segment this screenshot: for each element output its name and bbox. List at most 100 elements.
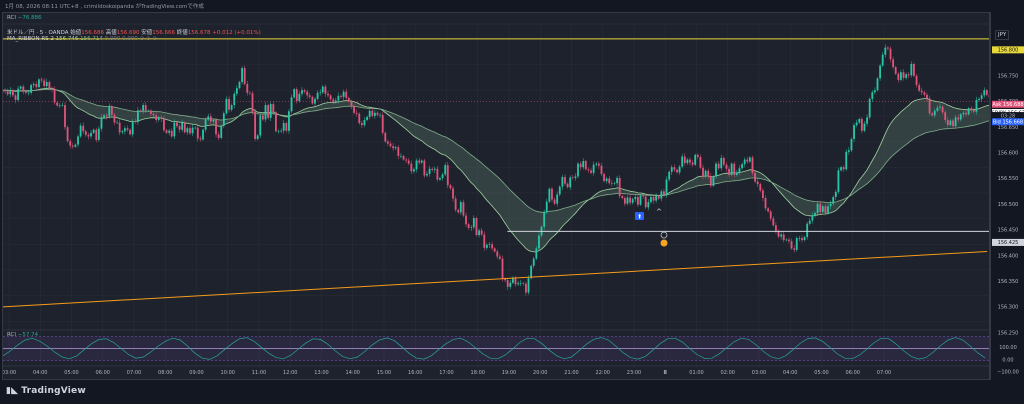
- candle-body: [230, 105, 233, 110]
- candle-body: [176, 122, 178, 127]
- candle-body: [834, 191, 837, 198]
- trend-line: [1, 250, 988, 308]
- candle-body: [545, 201, 548, 212]
- candle-body: [136, 110, 139, 123]
- candle-body: [876, 78, 879, 91]
- candle-body: [90, 132, 92, 137]
- candle-body: [51, 88, 53, 90]
- candle-body: [894, 67, 897, 74]
- candle-body: [342, 91, 345, 97]
- candle-body: [608, 178, 611, 184]
- candle-body: [730, 163, 733, 175]
- candle-body: [970, 108, 973, 111]
- candle-body: [900, 72, 902, 80]
- candle-body: [803, 237, 806, 241]
- price-tick-label: 156.500: [998, 202, 1019, 208]
- candle-body: [886, 47, 889, 49]
- candle-body: [155, 115, 158, 120]
- drawn-lines[interactable]: [1, 38, 989, 308]
- header-publisher-suffix: がTradingView.comで作成: [135, 4, 204, 10]
- candle-body: [665, 179, 668, 195]
- candle-body: [110, 106, 113, 115]
- candle-body: [496, 251, 499, 257]
- candle-body: [920, 90, 923, 93]
- candle-body: [694, 154, 697, 165]
- candle-body: [855, 122, 858, 126]
- candle-body: [759, 184, 762, 191]
- candle-body: [11, 90, 14, 96]
- candle-body: [704, 170, 707, 177]
- candle-body: [248, 92, 251, 94]
- candle-body: [410, 163, 413, 172]
- candle-body: [319, 92, 322, 93]
- candle-body: [884, 47, 887, 55]
- rci-tick-label: −100.00: [997, 369, 1019, 375]
- candle-body: [316, 92, 319, 99]
- candle-body: [160, 117, 163, 119]
- candle-body: [850, 138, 853, 151]
- candle-body: [842, 167, 845, 170]
- price-chart-svg[interactable]: 03:00 04:00 05:00 06:00 07:00 08:00 09:00 10:00…: [1, 13, 1024, 379]
- time-tick-label: 17:00: [439, 370, 453, 376]
- candle-body: [663, 191, 665, 195]
- candle-body: [45, 81, 48, 87]
- candle-body: [355, 112, 358, 114]
- candle-body: [756, 181, 759, 185]
- price-tick-label: 156.350: [998, 279, 1019, 285]
- rci-tick-label: 0.00: [1002, 357, 1013, 363]
- candle-body: [785, 239, 788, 241]
- price-axis[interactable]: 156.800156.750156.700156.650156.600156.5…: [988, 12, 1024, 380]
- rci-top-label: RCI −76.886: [7, 15, 42, 21]
- candle-body: [965, 112, 967, 115]
- candle-body: [121, 131, 124, 133]
- price-tag-countdown: 03:28: [1001, 113, 1015, 119]
- candle-body: [400, 155, 402, 157]
- time-tick-label: 12:00: [283, 370, 297, 376]
- candle-body: [311, 96, 314, 104]
- candle-body: [293, 89, 296, 98]
- candle-body: [462, 202, 465, 216]
- candle-body: [379, 114, 382, 116]
- time-tick-label: 09:00: [189, 370, 203, 376]
- candle-body: [126, 128, 129, 130]
- chart-pane[interactable]: 03:00 04:00 05:00 06:00 07:00 08:00 09:00 10:00…: [1, 12, 1024, 380]
- candle-body: [767, 208, 770, 212]
- candle-body: [845, 151, 848, 170]
- candle-body: [405, 159, 408, 161]
- ma-ribbon-legend[interactable]: MA_RIBBON RS 2 156.746 156.714 0.000 0.0…: [7, 36, 157, 42]
- candle-body: [905, 74, 908, 78]
- time-tick-label: 05:00: [814, 370, 828, 376]
- candle-body: [233, 93, 236, 106]
- candle-body: [574, 176, 577, 179]
- candle-body: [501, 258, 504, 279]
- candle-body: [303, 90, 306, 92]
- currency-badge[interactable]: JPY: [995, 30, 1010, 40]
- candle-body: [647, 202, 650, 208]
- candle-body: [811, 215, 814, 221]
- candle-body: [717, 163, 720, 169]
- candle-body: [913, 64, 915, 76]
- candle-body: [147, 110, 150, 112]
- candle-body: [689, 159, 691, 163]
- candle-body: [431, 168, 434, 170]
- candle-body: [74, 144, 77, 147]
- candle-body: [40, 79, 43, 81]
- candle-body: [702, 167, 704, 177]
- candle-body: [480, 230, 483, 235]
- candle-body: [616, 178, 618, 184]
- candle-body: [238, 81, 241, 89]
- candle-body: [254, 111, 257, 139]
- price-tag-bottom-line: 156.425: [998, 240, 1019, 246]
- candle-body: [678, 166, 681, 173]
- candle-body: [952, 120, 954, 127]
- candle-body: [506, 280, 509, 287]
- time-tick-label: 08:00: [158, 370, 172, 376]
- time-tick-label: 13:00: [314, 370, 328, 376]
- candle-body: [673, 167, 676, 170]
- time-tick-label: 02:00: [721, 370, 735, 376]
- candle-body: [806, 223, 809, 238]
- candle-body: [71, 145, 74, 147]
- candle-body: [827, 206, 829, 213]
- candle-body: [829, 203, 832, 207]
